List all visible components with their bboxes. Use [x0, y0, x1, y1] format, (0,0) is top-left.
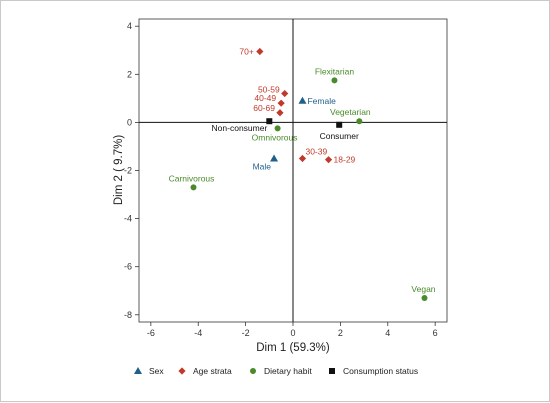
point-30-39 [298, 154, 307, 163]
x-axis-title: Dim 1 (59.3%) [256, 342, 330, 354]
label-male: Male [253, 161, 272, 171]
label-flexitarian: Flexitarian [315, 66, 354, 76]
label-70-: 70+ [239, 46, 253, 56]
y-tick-label: -4 [124, 214, 132, 224]
x-tick-label: 0 [290, 328, 295, 338]
legend-label-sex: Sex [149, 366, 164, 376]
point-carnivorous [190, 184, 197, 191]
reference-lines [139, 19, 447, 322]
label-40-49: 40-49 [254, 93, 276, 103]
label-vegan: Vegan [411, 284, 435, 294]
point-40-49 [277, 99, 285, 107]
legend-label-age-strata: Age strata [193, 366, 232, 376]
point-non-consumer [266, 118, 273, 125]
y-tick-label: 4 [127, 21, 132, 31]
point-male [270, 154, 279, 162]
point-female [298, 96, 307, 104]
label-50-59: 50-59 [258, 85, 280, 95]
point-flexitarian [331, 77, 338, 84]
data-points [190, 47, 428, 301]
point-70- [256, 47, 264, 56]
point-18-29 [324, 156, 333, 164]
label-non-consumer: Non-consumer [212, 123, 268, 133]
y-tick-label: -6 [124, 262, 132, 272]
y-tick-label: 0 [127, 117, 132, 127]
label-60-69: 60-69 [253, 103, 275, 113]
y-tick-label: 2 [127, 69, 132, 79]
x-tick-label: 4 [385, 328, 390, 338]
label-carnivorous: Carnivorous [169, 173, 215, 183]
legend-marker-consumption-status [329, 368, 335, 374]
x-tick-label: -2 [242, 328, 250, 338]
label-vegetarian: Vegetarian [330, 107, 371, 117]
x-tick-label: -4 [194, 328, 202, 338]
x-tick-label: 2 [338, 328, 343, 338]
legend: Sex Age strata Dietary habit Consumption st… [134, 366, 418, 376]
legend-label-dietary-habit: Dietary habit [264, 366, 312, 376]
point-omnivorous [274, 125, 281, 132]
point-vegetarian [356, 118, 363, 125]
point-vegan [421, 294, 428, 301]
point-50-59 [281, 89, 289, 98]
label-female: Female [307, 96, 336, 106]
axes-group: -6 -4 -2 0 2 4 6 4 2 0 -2 -4 -6 -8 [124, 21, 438, 338]
legend-marker-dietary-habit [250, 368, 256, 374]
label-omnivorous: Omnivorous [252, 132, 298, 142]
x-tick-label: -6 [147, 328, 155, 338]
y-axis-title: Dim 2 ( 9.7%) [113, 135, 125, 205]
label-18-29: 18-29 [334, 155, 356, 165]
legend-marker-age-strata [178, 367, 186, 375]
y-tick-label: -8 [124, 310, 132, 320]
legend-marker-sex [134, 367, 142, 374]
label-30-39: 30-39 [305, 146, 327, 156]
label-consumer: Consumer [320, 131, 359, 141]
point-consumer [336, 121, 343, 128]
legend-label-consumption-status: Consumption status [343, 366, 418, 376]
x-tick-label: 6 [433, 328, 438, 338]
point-60-69 [276, 109, 284, 117]
y-tick-label: -2 [124, 166, 132, 176]
